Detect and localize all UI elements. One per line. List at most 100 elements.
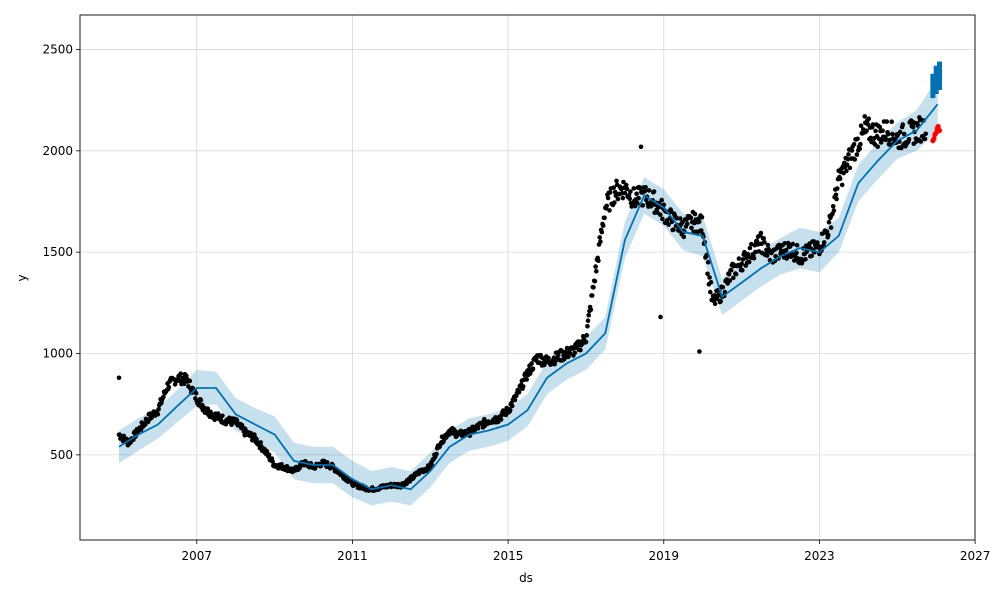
observed-point: [745, 251, 751, 257]
observed-point: [855, 136, 860, 142]
observed-point: [727, 278, 733, 283]
observed-point: [612, 189, 618, 195]
observed-point: [716, 292, 721, 298]
observed-point: [615, 196, 621, 202]
observed-point: [564, 345, 570, 351]
observed-outlier-point: [658, 314, 663, 320]
y-axis-title: y: [15, 274, 29, 281]
observed-point: [692, 211, 698, 217]
x-ticks: 2007 2011 2015 2019 2023 2027: [182, 540, 991, 563]
observed-point: [689, 225, 694, 231]
forecast-highlight-bar: [933, 65, 939, 95]
observed-outlier-point: [862, 114, 867, 119]
observed-point: [666, 222, 671, 227]
observed-point: [851, 142, 857, 147]
observed-point: [712, 301, 718, 307]
observed-point: [847, 165, 853, 171]
observed-point: [429, 462, 435, 468]
uncertainty-band: [119, 77, 938, 506]
observed-point: [740, 257, 746, 262]
x-tick-label: 2015: [493, 549, 524, 563]
observed-point: [830, 204, 836, 209]
observed-point: [819, 231, 825, 237]
observed-point: [736, 256, 742, 261]
observed-point: [637, 185, 643, 191]
observed-point: [585, 323, 590, 329]
observed-point: [660, 216, 665, 222]
observed-point: [688, 215, 694, 221]
observed-point: [475, 426, 481, 431]
observed-point: [659, 197, 664, 203]
observed-point: [520, 384, 526, 389]
x-tick-label: 2027: [960, 549, 991, 563]
observed-point: [875, 144, 880, 149]
observed-point: [854, 152, 860, 157]
observed-point: [889, 119, 894, 124]
observed-point: [161, 394, 166, 400]
observed-point: [858, 123, 864, 128]
observed-point: [873, 128, 878, 134]
observed-point: [604, 203, 609, 209]
observed-point: [837, 176, 843, 182]
observed-point: [753, 249, 758, 255]
forecast-highlight-bar: [930, 73, 936, 99]
observed-point: [870, 122, 876, 127]
observed-point: [828, 225, 834, 230]
observed-point: [628, 189, 633, 194]
observed-point: [756, 249, 762, 254]
x-tick-label: 2023: [804, 549, 835, 563]
observed-point: [607, 208, 612, 213]
observed-point: [220, 413, 225, 419]
observed-point: [901, 131, 907, 137]
observed-point: [868, 135, 874, 141]
observed-point: [602, 215, 607, 221]
observed-point: [922, 136, 928, 142]
observed-point: [607, 190, 613, 195]
observed-point: [681, 234, 687, 240]
observed-point: [658, 212, 663, 217]
observed-point: [707, 275, 712, 280]
observed-point: [699, 215, 705, 220]
x-tick-label: 2019: [649, 549, 680, 563]
observed-point: [507, 407, 513, 413]
observed-point: [591, 285, 596, 290]
y-ticks: 500 1000 1500 2000 2500: [42, 42, 80, 462]
observed-point: [592, 278, 598, 284]
observed-point: [762, 240, 767, 245]
observed-point: [887, 137, 892, 143]
observed-point: [714, 296, 720, 302]
y-tick-label: 2500: [42, 42, 73, 56]
observed-point: [844, 168, 849, 174]
observed-point: [575, 343, 580, 348]
observed-point: [634, 200, 640, 206]
observed-point: [880, 128, 885, 133]
y-tick-label: 1500: [42, 245, 73, 259]
observed-point: [270, 459, 275, 464]
observed-point: [809, 253, 814, 259]
observed-points: [116, 114, 928, 494]
forecast-line-group: [118, 61, 942, 491]
observed-point: [705, 259, 711, 265]
observed-point: [678, 216, 683, 221]
observed-point: [858, 141, 863, 147]
observed-point: [643, 185, 648, 190]
observed-point: [740, 267, 745, 273]
observed-point: [834, 196, 839, 202]
y-tick-label: 2000: [42, 144, 73, 158]
recent-point: [931, 136, 937, 142]
observed-point: [622, 190, 628, 196]
observed-point: [833, 192, 839, 198]
observed-point: [782, 241, 787, 246]
observed-point: [651, 189, 657, 194]
observed-point: [845, 157, 851, 162]
observed-outlier-point: [697, 349, 702, 354]
observed-point: [605, 195, 611, 201]
observed-point: [620, 195, 626, 201]
observed-point: [509, 403, 515, 409]
observed-point: [586, 312, 591, 318]
observed-point: [811, 239, 817, 244]
observed-point: [567, 350, 573, 356]
observed-point: [720, 284, 726, 290]
